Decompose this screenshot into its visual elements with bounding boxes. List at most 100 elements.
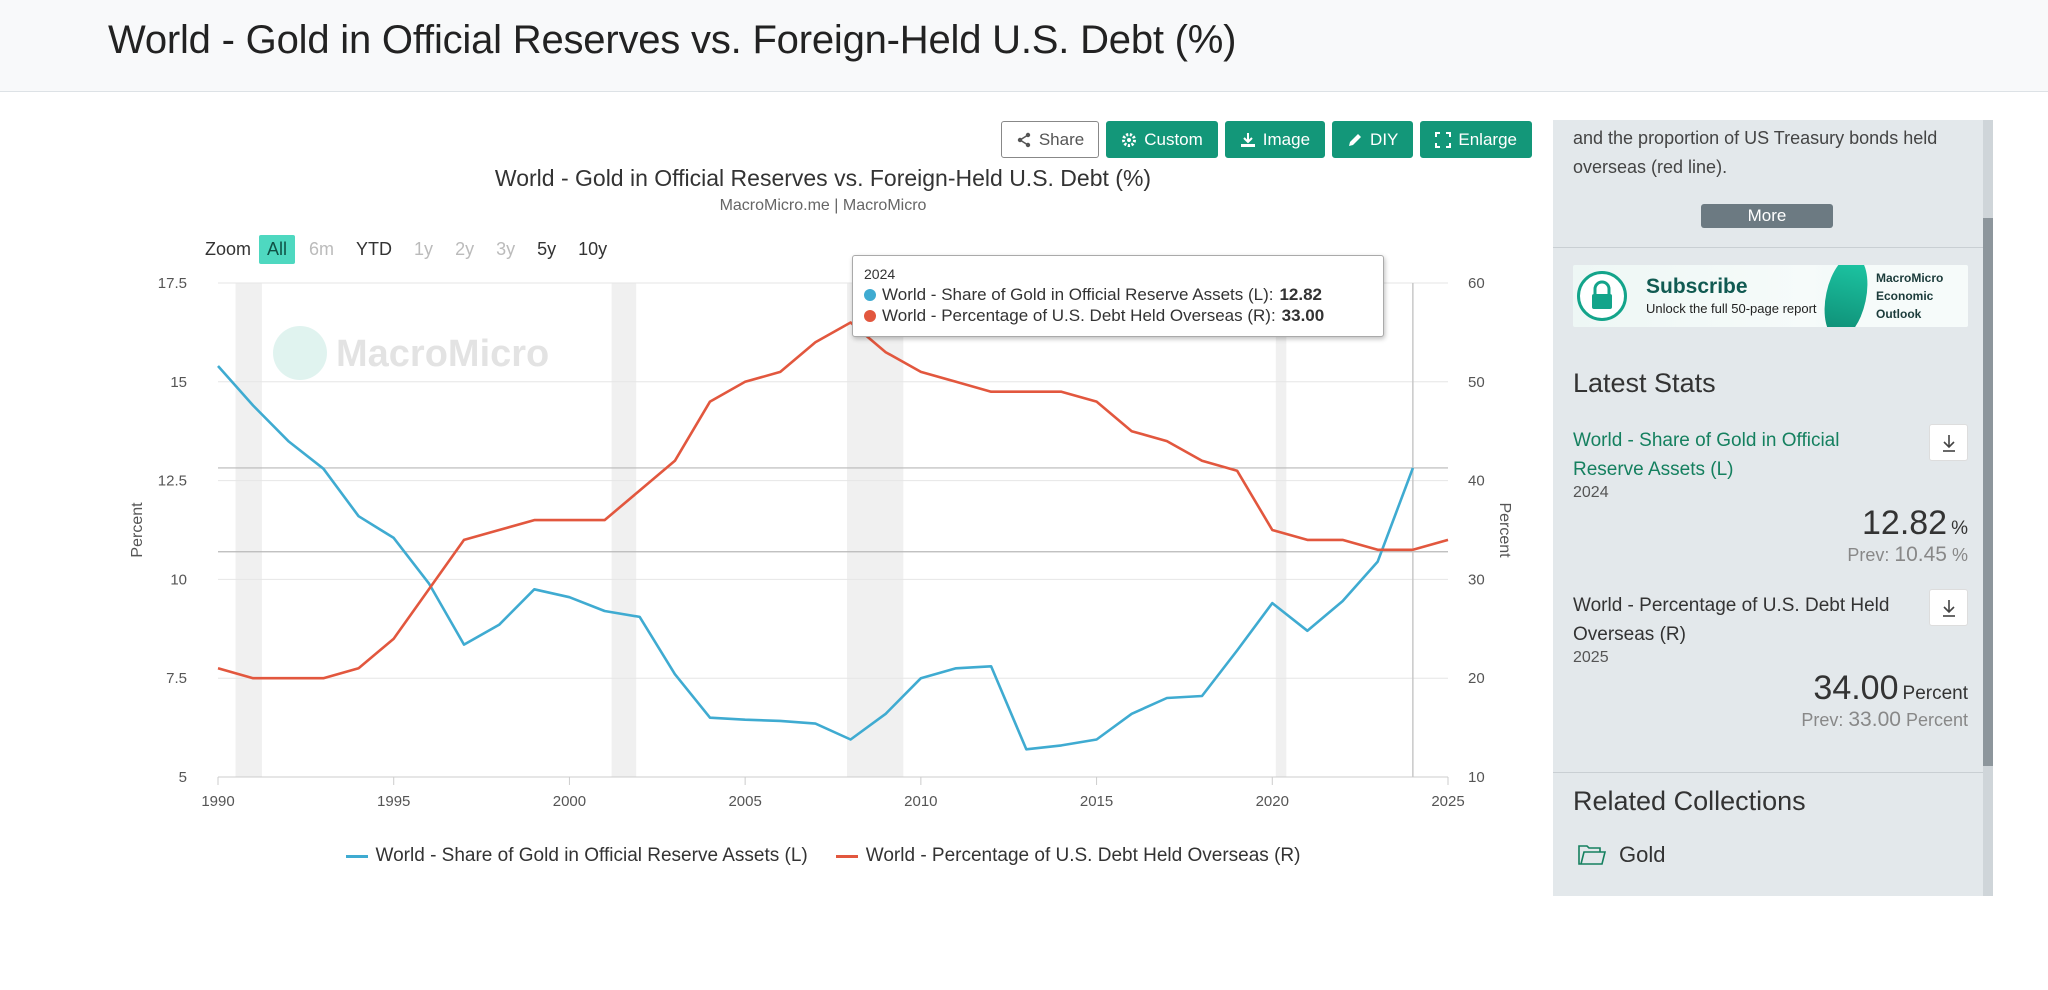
sidebar-scrollbar[interactable] xyxy=(1983,120,1993,896)
more-button[interactable]: More xyxy=(1701,204,1833,228)
stat-prev-gold-value: 10.45 xyxy=(1894,543,1947,566)
subscribe-report-line2: Economic xyxy=(1876,289,1934,303)
subscribe-report-line1: MacroMicro xyxy=(1876,271,1944,285)
zoom-label: Zoom xyxy=(205,239,252,259)
zoom-5y[interactable]: 5y xyxy=(537,239,557,259)
tooltip-label-gold: World - Share of Gold in Official Reserv… xyxy=(882,285,1274,304)
watermark-text: MacroMicro xyxy=(336,333,549,375)
custom-button[interactable]: Custom xyxy=(1106,121,1218,158)
diy-button[interactable]: DIY xyxy=(1332,121,1414,158)
x-tick-label: 2000 xyxy=(553,793,586,810)
sidebar: and the proportion of US Treasury bonds … xyxy=(1553,120,1993,896)
recession-band xyxy=(1275,283,1287,777)
tooltip-label-debt: World - Percentage of U.S. Debt Held Ove… xyxy=(882,306,1276,325)
y-left-tick-label: 17.5 xyxy=(158,275,187,292)
stat-value-gold-number: 12.82 xyxy=(1862,504,1948,542)
chart-toolbar: Share Custom Image DIY Enlarge xyxy=(1000,121,1532,158)
image-button[interactable]: Image xyxy=(1224,121,1326,158)
related-collections-title: Related Collections xyxy=(1573,786,1806,816)
folder-icon xyxy=(1578,845,1607,865)
related-collection-gold[interactable]: Gold xyxy=(1577,842,1665,868)
stat-value-debt: 34.00 Percent xyxy=(1813,669,1968,708)
download-icon xyxy=(1240,132,1255,147)
y-right-tick-label: 60 xyxy=(1468,275,1485,292)
y-right-tick-label: 20 xyxy=(1468,670,1485,687)
legend-label-debt: World - Percentage of U.S. Debt Held Ove… xyxy=(865,845,1301,866)
enlarge-label: Enlarge xyxy=(1458,129,1517,149)
series-line-gold xyxy=(217,365,1415,751)
tooltip-row-gold: World - Share of Gold in Official Reserv… xyxy=(864,284,1372,305)
zoom-10y[interactable]: 10y xyxy=(578,239,608,259)
zoom-2y[interactable]: 2y xyxy=(455,239,475,259)
share-label: Share xyxy=(1038,129,1085,149)
stat-download-button-gold[interactable] xyxy=(1929,424,1968,461)
stat-date-debt: 2025 xyxy=(1573,649,1609,666)
subscribe-banner[interactable]: Subscribe Unlock the full 50-page report… xyxy=(1573,265,1968,327)
stat-value-debt-unit: Percent xyxy=(1902,683,1968,704)
stat-value-debt-number: 34.00 xyxy=(1813,669,1899,707)
legend-swatch-debt xyxy=(835,854,858,858)
stat-date-gold: 2024 xyxy=(1573,484,1609,501)
y-left-tick-label: 5 xyxy=(179,769,187,786)
share-button[interactable]: Share xyxy=(1000,121,1100,158)
tooltip-year: 2024 xyxy=(864,266,896,282)
custom-label: Custom xyxy=(1144,129,1203,149)
zoom-6m[interactable]: 6m xyxy=(309,239,335,259)
y-left-tick-label: 12.5 xyxy=(158,473,187,490)
x-tick-label: 2010 xyxy=(904,793,937,810)
image-label: Image xyxy=(1262,129,1311,149)
sidebar-scroll-thumb[interactable] xyxy=(1983,218,1993,766)
stat-prev-gold: Prev: 10.45 % xyxy=(1847,543,1968,567)
page-title: World - Gold in Official Reserves vs. Fo… xyxy=(108,18,1237,62)
y-left-tick-label: 10 xyxy=(170,571,187,588)
x-tick-label: 2015 xyxy=(1080,793,1113,810)
tooltip-value-debt: 33.00 xyxy=(1281,306,1325,325)
zoom-selector: Zoom All 6m YTD 1y 2y 3y 5y 10y xyxy=(205,235,621,264)
zoom-ytd[interactable]: YTD xyxy=(356,239,393,259)
stat-prev-debt-value: 33.00 xyxy=(1848,708,1901,731)
stat-download-button-debt[interactable] xyxy=(1929,589,1968,626)
share-icon xyxy=(1017,132,1031,147)
download-icon xyxy=(1942,434,1955,452)
chart-subtitle: MacroMicro.me | MacroMicro xyxy=(719,197,927,214)
stat-name-gold[interactable]: World - Share of Gold in Official Reserv… xyxy=(1573,430,1840,480)
watermark-logo-icon xyxy=(273,326,327,380)
stat-prev-gold-unit: % xyxy=(1951,545,1968,565)
legend-item-debt[interactable]: World - Percentage of U.S. Debt Held Ove… xyxy=(835,845,1301,867)
line-chart[interactable]: 5 7.5 10 12.5 15 17.5 10 20 30 40 50 60 MacroMicro 19… xyxy=(108,155,1538,845)
enlarge-button[interactable]: Enlarge xyxy=(1420,121,1532,158)
subscribe-graphic xyxy=(1838,265,1968,327)
stat-value-gold: 12.82% xyxy=(1862,504,1968,543)
chart-container: 5 7.5 10 12.5 15 17.5 10 20 30 40 50 60 MacroMicro 19… xyxy=(108,155,1538,885)
divider xyxy=(1553,772,1983,773)
y-right-tick-label: 10 xyxy=(1468,769,1485,786)
recession-band xyxy=(611,283,637,777)
stat-prev-debt: Prev: 33.00 Percent xyxy=(1801,708,1968,732)
tooltip-dot-debt xyxy=(864,309,876,322)
tooltip-dot-gold xyxy=(864,288,876,301)
stat-prev-debt-unit: Percent xyxy=(1905,710,1968,730)
x-tick-label: 2020 xyxy=(1256,793,1289,810)
latest-stats-title: Latest Stats xyxy=(1573,368,1716,398)
tooltip-value-gold: 12.82 xyxy=(1279,285,1323,304)
y-left-tick-label: 7.5 xyxy=(166,670,187,687)
zoom-3y[interactable]: 3y xyxy=(496,239,516,259)
chart-title: World - Gold in Official Reserves vs. Fo… xyxy=(494,165,1152,191)
macromicro-watermark: MacroMicro xyxy=(273,326,549,380)
lock-icon xyxy=(1577,271,1627,321)
x-tick-label: 2025 xyxy=(1431,793,1464,810)
chart-legend: World - Share of Gold in Official Reserv… xyxy=(108,845,1538,867)
stat-name-debt[interactable]: World - Percentage of U.S. Debt Held Ove… xyxy=(1573,595,1890,645)
y-right-tick-label: 50 xyxy=(1468,374,1485,391)
diy-label: DIY xyxy=(1370,129,1399,149)
subscribe-title: Subscribe xyxy=(1646,275,1748,298)
series-line-debt xyxy=(217,321,1449,680)
chart-tooltip: 2024 World - Share of Gold in Official R… xyxy=(852,255,1384,337)
related-collection-gold-label: Gold xyxy=(1619,842,1666,867)
stat-prev-gold-label: Prev: xyxy=(1847,545,1890,565)
zoom-all[interactable]: All xyxy=(259,235,296,264)
subscribe-text: Unlock the full 50-page report xyxy=(1646,301,1817,316)
download-icon xyxy=(1942,599,1955,617)
zoom-1y[interactable]: 1y xyxy=(414,239,434,259)
legend-item-gold[interactable]: World - Share of Gold in Official Reserv… xyxy=(345,845,808,867)
